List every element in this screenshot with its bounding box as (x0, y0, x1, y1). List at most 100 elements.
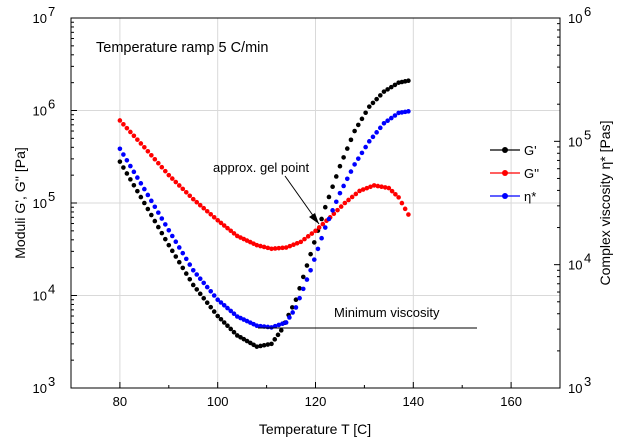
data-point (258, 243, 263, 249)
data-point (313, 228, 318, 234)
data-point (326, 216, 332, 222)
data-point (208, 288, 214, 294)
y-left-tick-label: 10 (33, 196, 47, 211)
data-point (311, 240, 317, 245)
data-point (197, 291, 203, 297)
data-point (117, 118, 123, 123)
data-point (359, 116, 365, 122)
data-point (363, 144, 368, 150)
data-point (187, 262, 193, 267)
data-point (225, 305, 230, 311)
y-left-tick-label: 10 (33, 11, 47, 26)
data-point (304, 277, 310, 282)
annotation-minimum-viscosity: Minimum viscosity (334, 305, 440, 320)
data-point (231, 231, 237, 236)
data-point (309, 231, 315, 236)
data-point (370, 134, 376, 140)
data-point (374, 96, 379, 102)
data-point (228, 228, 234, 234)
data-point (180, 186, 186, 192)
legend-label: G'' (524, 166, 539, 181)
y-left-tick-exponent: 6 (48, 97, 55, 112)
data-point (386, 185, 392, 191)
data-point (128, 163, 133, 169)
annotations: approx. gel point Minimum viscosity (213, 160, 477, 329)
data-point (152, 218, 158, 224)
data-point (388, 84, 394, 90)
data-point (121, 152, 126, 157)
data-point (308, 268, 313, 273)
data-point (322, 225, 328, 230)
data-point (375, 183, 381, 189)
data-point (388, 115, 394, 121)
data-point (385, 87, 390, 92)
data-point (201, 280, 207, 286)
data-point (396, 195, 401, 200)
series-1 (117, 78, 411, 349)
data-point (269, 341, 274, 347)
data-point (169, 248, 175, 254)
data-point (348, 137, 354, 143)
data-point (159, 216, 165, 221)
data-point (135, 188, 140, 194)
data-point (173, 239, 179, 245)
data-point (124, 125, 130, 131)
data-point (316, 225, 322, 230)
data-point (399, 200, 405, 206)
data-point (194, 272, 200, 277)
data-point (152, 204, 158, 210)
data-point (297, 295, 302, 301)
data-point (215, 297, 220, 302)
data-point (138, 141, 144, 146)
data-point (258, 343, 263, 349)
data-point (117, 159, 123, 164)
data-point (117, 146, 123, 152)
data-point (176, 245, 182, 250)
y-left-tick-exponent: 7 (48, 4, 55, 19)
data-point (402, 206, 408, 212)
data-point (228, 308, 234, 314)
data-point (381, 121, 387, 126)
y-left-tick-exponent: 5 (48, 189, 55, 204)
data-point (319, 235, 324, 241)
data-point (197, 202, 203, 208)
data-point (221, 223, 227, 228)
data-point (190, 196, 196, 202)
data-point (163, 236, 168, 242)
data-point (152, 156, 158, 162)
data-point (128, 177, 133, 182)
data-point (261, 244, 267, 250)
data-point (225, 225, 230, 231)
data-point (218, 300, 224, 305)
data-point (293, 297, 299, 303)
data-point (173, 179, 179, 185)
data-point (311, 257, 317, 262)
data-point (169, 233, 175, 239)
data-point (283, 320, 289, 325)
y-right-tick-exponent: 6 (584, 4, 591, 19)
data-point (341, 183, 346, 189)
data-point (377, 125, 383, 131)
data-point (326, 194, 332, 200)
data-point (352, 128, 357, 134)
data-point (293, 305, 299, 310)
data-point (131, 169, 137, 175)
y-left-tick-exponent: 3 (48, 374, 55, 389)
data-point (204, 300, 210, 306)
y-right-tick-label: 10 (568, 11, 582, 26)
data-point (135, 137, 140, 142)
data-point (371, 183, 377, 188)
data-point (322, 204, 328, 210)
data-point (289, 305, 295, 310)
data-point (254, 242, 260, 248)
data-point (208, 211, 214, 217)
data-point (355, 156, 361, 161)
data-point (353, 191, 359, 197)
y-left-tick-label: 10 (33, 381, 47, 396)
data-point (392, 82, 398, 88)
data-point (344, 146, 350, 151)
y-right-tick-exponent: 3 (584, 374, 591, 389)
data-point (163, 168, 168, 174)
